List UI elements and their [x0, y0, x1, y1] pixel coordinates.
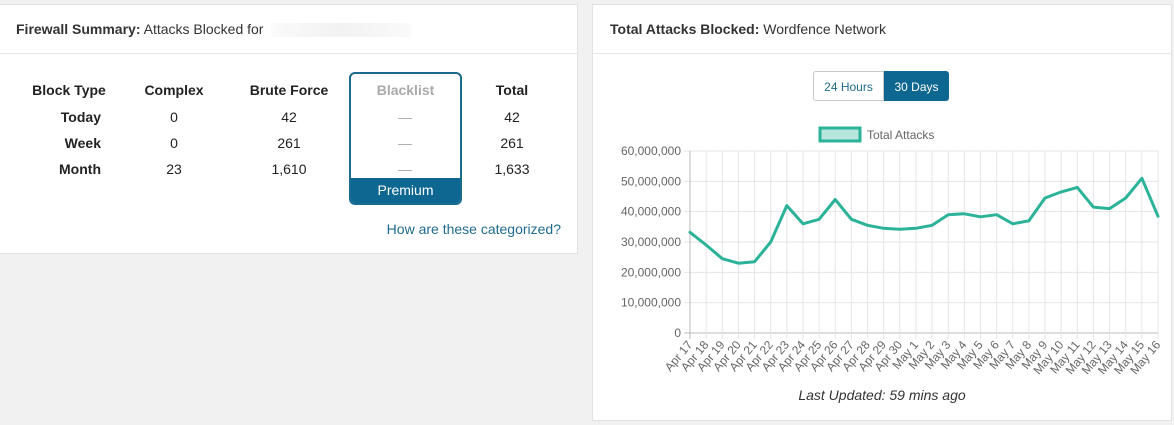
- legend-swatch: [818, 126, 862, 143]
- network-attacks-header: Total Attacks Blocked: Wordfence Network: [593, 5, 1171, 54]
- cell-month-blacklist: —: [398, 161, 412, 177]
- cell-today-blacklist: —: [398, 109, 412, 125]
- row-label-today: Today: [60, 109, 101, 125]
- col-header-block-type: Block Type: [32, 82, 106, 98]
- toggle-30-days-button[interactable]: 30 Days: [884, 71, 949, 101]
- legend-label: Total Attacks: [867, 128, 934, 142]
- cell-today-brute: 42: [281, 109, 297, 125]
- cell-today-complex: 0: [170, 109, 178, 125]
- y-tick-label: 10,000,000: [621, 296, 681, 310]
- network-attacks-subtitle: Wordfence Network: [763, 21, 886, 37]
- y-tick-label: 0: [674, 326, 681, 340]
- y-tick-label: 20,000,000: [621, 265, 681, 279]
- cell-week-brute: 261: [277, 135, 301, 151]
- col-header-total: Total: [495, 82, 529, 98]
- col-header-blacklist: Blacklist: [376, 82, 435, 98]
- cell-week-total: 261: [500, 135, 524, 151]
- firewall-summary-subtitle: Attacks Blocked for: [143, 21, 264, 37]
- cell-week-complex: 0: [170, 135, 178, 151]
- cell-month-brute: 1,610: [271, 161, 307, 177]
- col-header-complex: Complex: [144, 82, 204, 98]
- how-categorized-link[interactable]: How are these categorized?: [386, 221, 561, 237]
- blacklist-premium-box[interactable]: Blacklist Premium: [349, 72, 462, 205]
- network-attacks-panel: Total Attacks Blocked: Wordfence Network…: [592, 4, 1172, 421]
- y-tick-label: 40,000,000: [621, 205, 681, 219]
- cell-today-total: 42: [504, 109, 520, 125]
- cell-week-blacklist: —: [398, 135, 412, 151]
- firewall-summary-panel: Firewall Summary: Attacks Blocked for Bl…: [0, 4, 578, 254]
- series-line-total-attacks: [688, 176, 1160, 265]
- toggle-24-hours-button[interactable]: 24 Hours: [813, 71, 884, 101]
- firewall-summary-title: Firewall Summary:: [16, 21, 141, 37]
- last-updated-text: Last Updated: 59 mins ago: [798, 387, 966, 403]
- col-header-brute-force: Brute Force: [249, 82, 329, 98]
- cell-month-total: 1,633: [494, 161, 530, 177]
- redacted-site-name: [271, 23, 412, 38]
- y-tick-label: 50,000,000: [621, 174, 681, 188]
- premium-button[interactable]: Premium: [351, 178, 460, 203]
- attacks-line-chart: Total Attacks 60,000,000 50,000,000 40,000,…: [621, 126, 1164, 377]
- row-label-month: Month: [59, 161, 101, 177]
- cell-month-complex: 23: [166, 161, 182, 177]
- network-attacks-title: Total Attacks Blocked:: [610, 21, 760, 37]
- firewall-summary-header: Firewall Summary: Attacks Blocked for: [0, 5, 577, 54]
- row-label-week: Week: [64, 135, 101, 151]
- y-tick-label: 30,000,000: [621, 235, 681, 249]
- y-tick-label: 60,000,000: [621, 144, 681, 158]
